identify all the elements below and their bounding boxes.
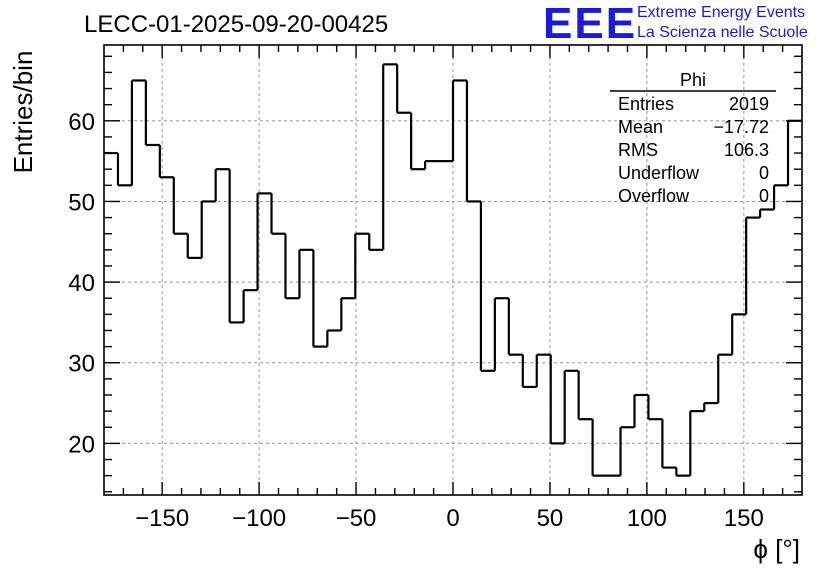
y-tick-label: 30 (68, 351, 95, 378)
stats-label: Entries (618, 94, 674, 114)
stats-box: Phi Entries 2019 Mean −17.72 RMS 106.3 Underfl… (610, 70, 776, 206)
tick-labels: −150 −100 −50 0 50 100 150 20 30 40 50 60 (68, 109, 764, 532)
x-tick-label: 150 (724, 505, 764, 532)
stats-label: Underflow (618, 163, 700, 183)
logo-line-1: Extreme Energy Events (637, 4, 806, 21)
stats-value: 106.3 (724, 140, 769, 160)
y-tick-label: 20 (68, 431, 95, 458)
x-tick-label: −150 (135, 505, 189, 532)
stats-rows: Entries 2019 Mean −17.72 RMS 106.3 Underflow 0 O… (618, 94, 769, 206)
stats-title: Phi (680, 70, 706, 90)
stats-label: Overflow (618, 186, 690, 206)
x-tick-label: 50 (537, 505, 564, 532)
stats-value: 0 (759, 186, 769, 206)
stats-value: −17.72 (713, 117, 769, 137)
histogram-layer (104, 63, 802, 477)
x-axis-label: ϕ [°] (753, 534, 800, 564)
x-tick-label: −100 (232, 505, 286, 532)
stats-label: RMS (618, 140, 658, 160)
stats-value: 0 (759, 163, 769, 183)
logo-line-2: La Scienza nelle Scuole (637, 24, 808, 41)
stats-label: Mean (618, 117, 663, 137)
x-tick-label: 0 (446, 505, 459, 532)
x-tick-label: −50 (336, 505, 377, 532)
run-title: LECC-01-2025-09-20-00425 (84, 11, 389, 38)
y-tick-label: 40 (68, 270, 95, 297)
x-tick-label: 100 (627, 505, 667, 532)
stats-value: 2019 (729, 94, 769, 114)
y-tick-label: 50 (68, 189, 95, 216)
y-tick-label: 60 (68, 109, 95, 136)
axis-ticks (104, 45, 802, 495)
eee-logo: EEE (543, 0, 638, 48)
y-axis-label: Entries/bin (8, 51, 38, 174)
